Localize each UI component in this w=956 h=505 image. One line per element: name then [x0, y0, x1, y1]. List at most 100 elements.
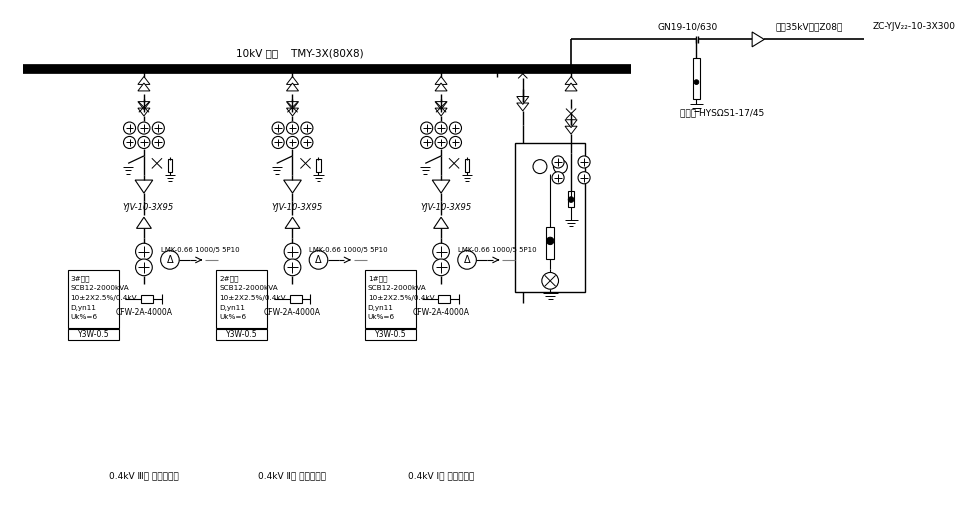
Text: CFW-2A-4000A: CFW-2A-4000A	[116, 308, 172, 317]
Text: YJV-10-3X95: YJV-10-3X95	[123, 204, 174, 213]
Circle shape	[421, 136, 433, 148]
Polygon shape	[138, 77, 150, 84]
Bar	[365, 329, 416, 340]
Text: 10±2X2.5%/0.4kV: 10±2X2.5%/0.4kV	[368, 295, 434, 301]
Circle shape	[421, 122, 433, 134]
Text: 0.4kV Ⅲ段 母线连接柜: 0.4kV Ⅲ段 母线连接柜	[109, 471, 179, 480]
Circle shape	[568, 197, 574, 203]
Circle shape	[552, 156, 564, 168]
Circle shape	[435, 136, 447, 148]
Polygon shape	[434, 217, 448, 228]
Text: GN19-10/630: GN19-10/630	[657, 22, 717, 31]
Text: 1#主变: 1#主变	[368, 275, 387, 282]
Bar	[438, 295, 450, 302]
Text: 2#主变: 2#主变	[219, 275, 239, 282]
Bar	[167, 159, 172, 172]
Polygon shape	[435, 108, 447, 116]
Polygon shape	[435, 102, 447, 110]
Circle shape	[309, 250, 328, 269]
Text: 0.4kV Ⅱ段 母线连接柜: 0.4kV Ⅱ段 母线连接柜	[258, 471, 327, 480]
Text: CFW-2A-4000A: CFW-2A-4000A	[264, 308, 321, 317]
Circle shape	[433, 259, 449, 276]
Circle shape	[433, 243, 449, 260]
Bar	[141, 295, 153, 302]
Circle shape	[578, 156, 590, 168]
Text: 10±2X2.5%/0.4kV: 10±2X2.5%/0.4kV	[219, 295, 286, 301]
Text: 10±2X2.5%/0.4kV: 10±2X2.5%/0.4kV	[71, 295, 138, 301]
Text: Δ: Δ	[464, 255, 470, 265]
Polygon shape	[287, 83, 298, 91]
Bar	[693, 58, 700, 99]
Bar	[515, 143, 585, 292]
Text: D,yn11: D,yn11	[71, 305, 97, 311]
Text: YJV-10-3X95: YJV-10-3X95	[420, 204, 471, 213]
Circle shape	[136, 259, 152, 276]
Circle shape	[449, 136, 462, 148]
Polygon shape	[137, 217, 151, 228]
Bar	[316, 159, 321, 172]
Text: Δ: Δ	[166, 255, 173, 265]
Circle shape	[272, 136, 284, 148]
Polygon shape	[517, 103, 529, 111]
Polygon shape	[565, 77, 577, 84]
Circle shape	[287, 136, 298, 148]
Polygon shape	[284, 180, 301, 193]
Polygon shape	[287, 108, 298, 116]
Polygon shape	[517, 96, 529, 105]
Text: Y3W-0.5: Y3W-0.5	[226, 330, 258, 339]
Polygon shape	[565, 120, 577, 128]
Text: SCB12-2000kVA: SCB12-2000kVA	[368, 285, 426, 291]
Text: 0.4kV Ⅰ段 母线连接柜: 0.4kV Ⅰ段 母线连接柜	[408, 471, 474, 480]
Circle shape	[694, 80, 699, 84]
Text: Y3W-0.5: Y3W-0.5	[375, 330, 406, 339]
Text: LMK-0.66 1000/5 5P10: LMK-0.66 1000/5 5P10	[161, 247, 239, 252]
Circle shape	[152, 122, 164, 134]
Text: ZC-YJV₂₂-10-3X300: ZC-YJV₂₂-10-3X300	[873, 22, 956, 31]
Circle shape	[284, 259, 301, 276]
Circle shape	[138, 122, 150, 134]
Text: LMK-0.66 1000/5 5P10: LMK-0.66 1000/5 5P10	[458, 247, 536, 252]
Circle shape	[435, 122, 447, 134]
Bar	[365, 270, 416, 328]
Circle shape	[301, 136, 313, 148]
Text: Uk%=6: Uk%=6	[368, 315, 395, 321]
Polygon shape	[435, 83, 447, 91]
Circle shape	[272, 122, 284, 134]
Polygon shape	[135, 180, 153, 193]
Text: Y3W-0.5: Y3W-0.5	[77, 330, 109, 339]
Circle shape	[552, 172, 564, 184]
Text: SCB12-2000kVA: SCB12-2000kVA	[219, 285, 278, 291]
Circle shape	[284, 243, 301, 260]
Polygon shape	[138, 108, 150, 116]
Polygon shape	[565, 126, 577, 134]
Polygon shape	[432, 180, 450, 193]
Circle shape	[547, 237, 554, 244]
Text: SCB12-2000kVA: SCB12-2000kVA	[71, 285, 129, 291]
Circle shape	[123, 136, 136, 148]
Circle shape	[458, 250, 476, 269]
Circle shape	[287, 122, 298, 134]
Circle shape	[136, 243, 152, 260]
Text: Uk%=6: Uk%=6	[219, 315, 247, 321]
Circle shape	[449, 122, 462, 134]
Polygon shape	[138, 102, 150, 110]
Circle shape	[152, 136, 164, 148]
Bar	[68, 270, 119, 328]
Text: CFW-2A-4000A: CFW-2A-4000A	[413, 308, 469, 317]
Bar	[216, 329, 268, 340]
Text: 引自35kV主房Z08柜: 引自35kV主房Z08柜	[775, 22, 843, 31]
Text: Δ: Δ	[315, 255, 322, 265]
Polygon shape	[752, 32, 764, 47]
Circle shape	[138, 136, 150, 148]
Polygon shape	[435, 77, 447, 84]
Text: YJV-10-3X95: YJV-10-3X95	[272, 204, 323, 213]
Polygon shape	[138, 83, 150, 91]
Circle shape	[161, 250, 179, 269]
Bar	[547, 227, 554, 260]
Polygon shape	[287, 102, 298, 110]
Bar	[290, 295, 302, 302]
Polygon shape	[285, 217, 300, 228]
Bar	[465, 159, 469, 172]
Text: 10kV 母线    TMY-3X(80X8): 10kV 母线 TMY-3X(80X8)	[235, 48, 363, 58]
Bar	[216, 270, 268, 328]
